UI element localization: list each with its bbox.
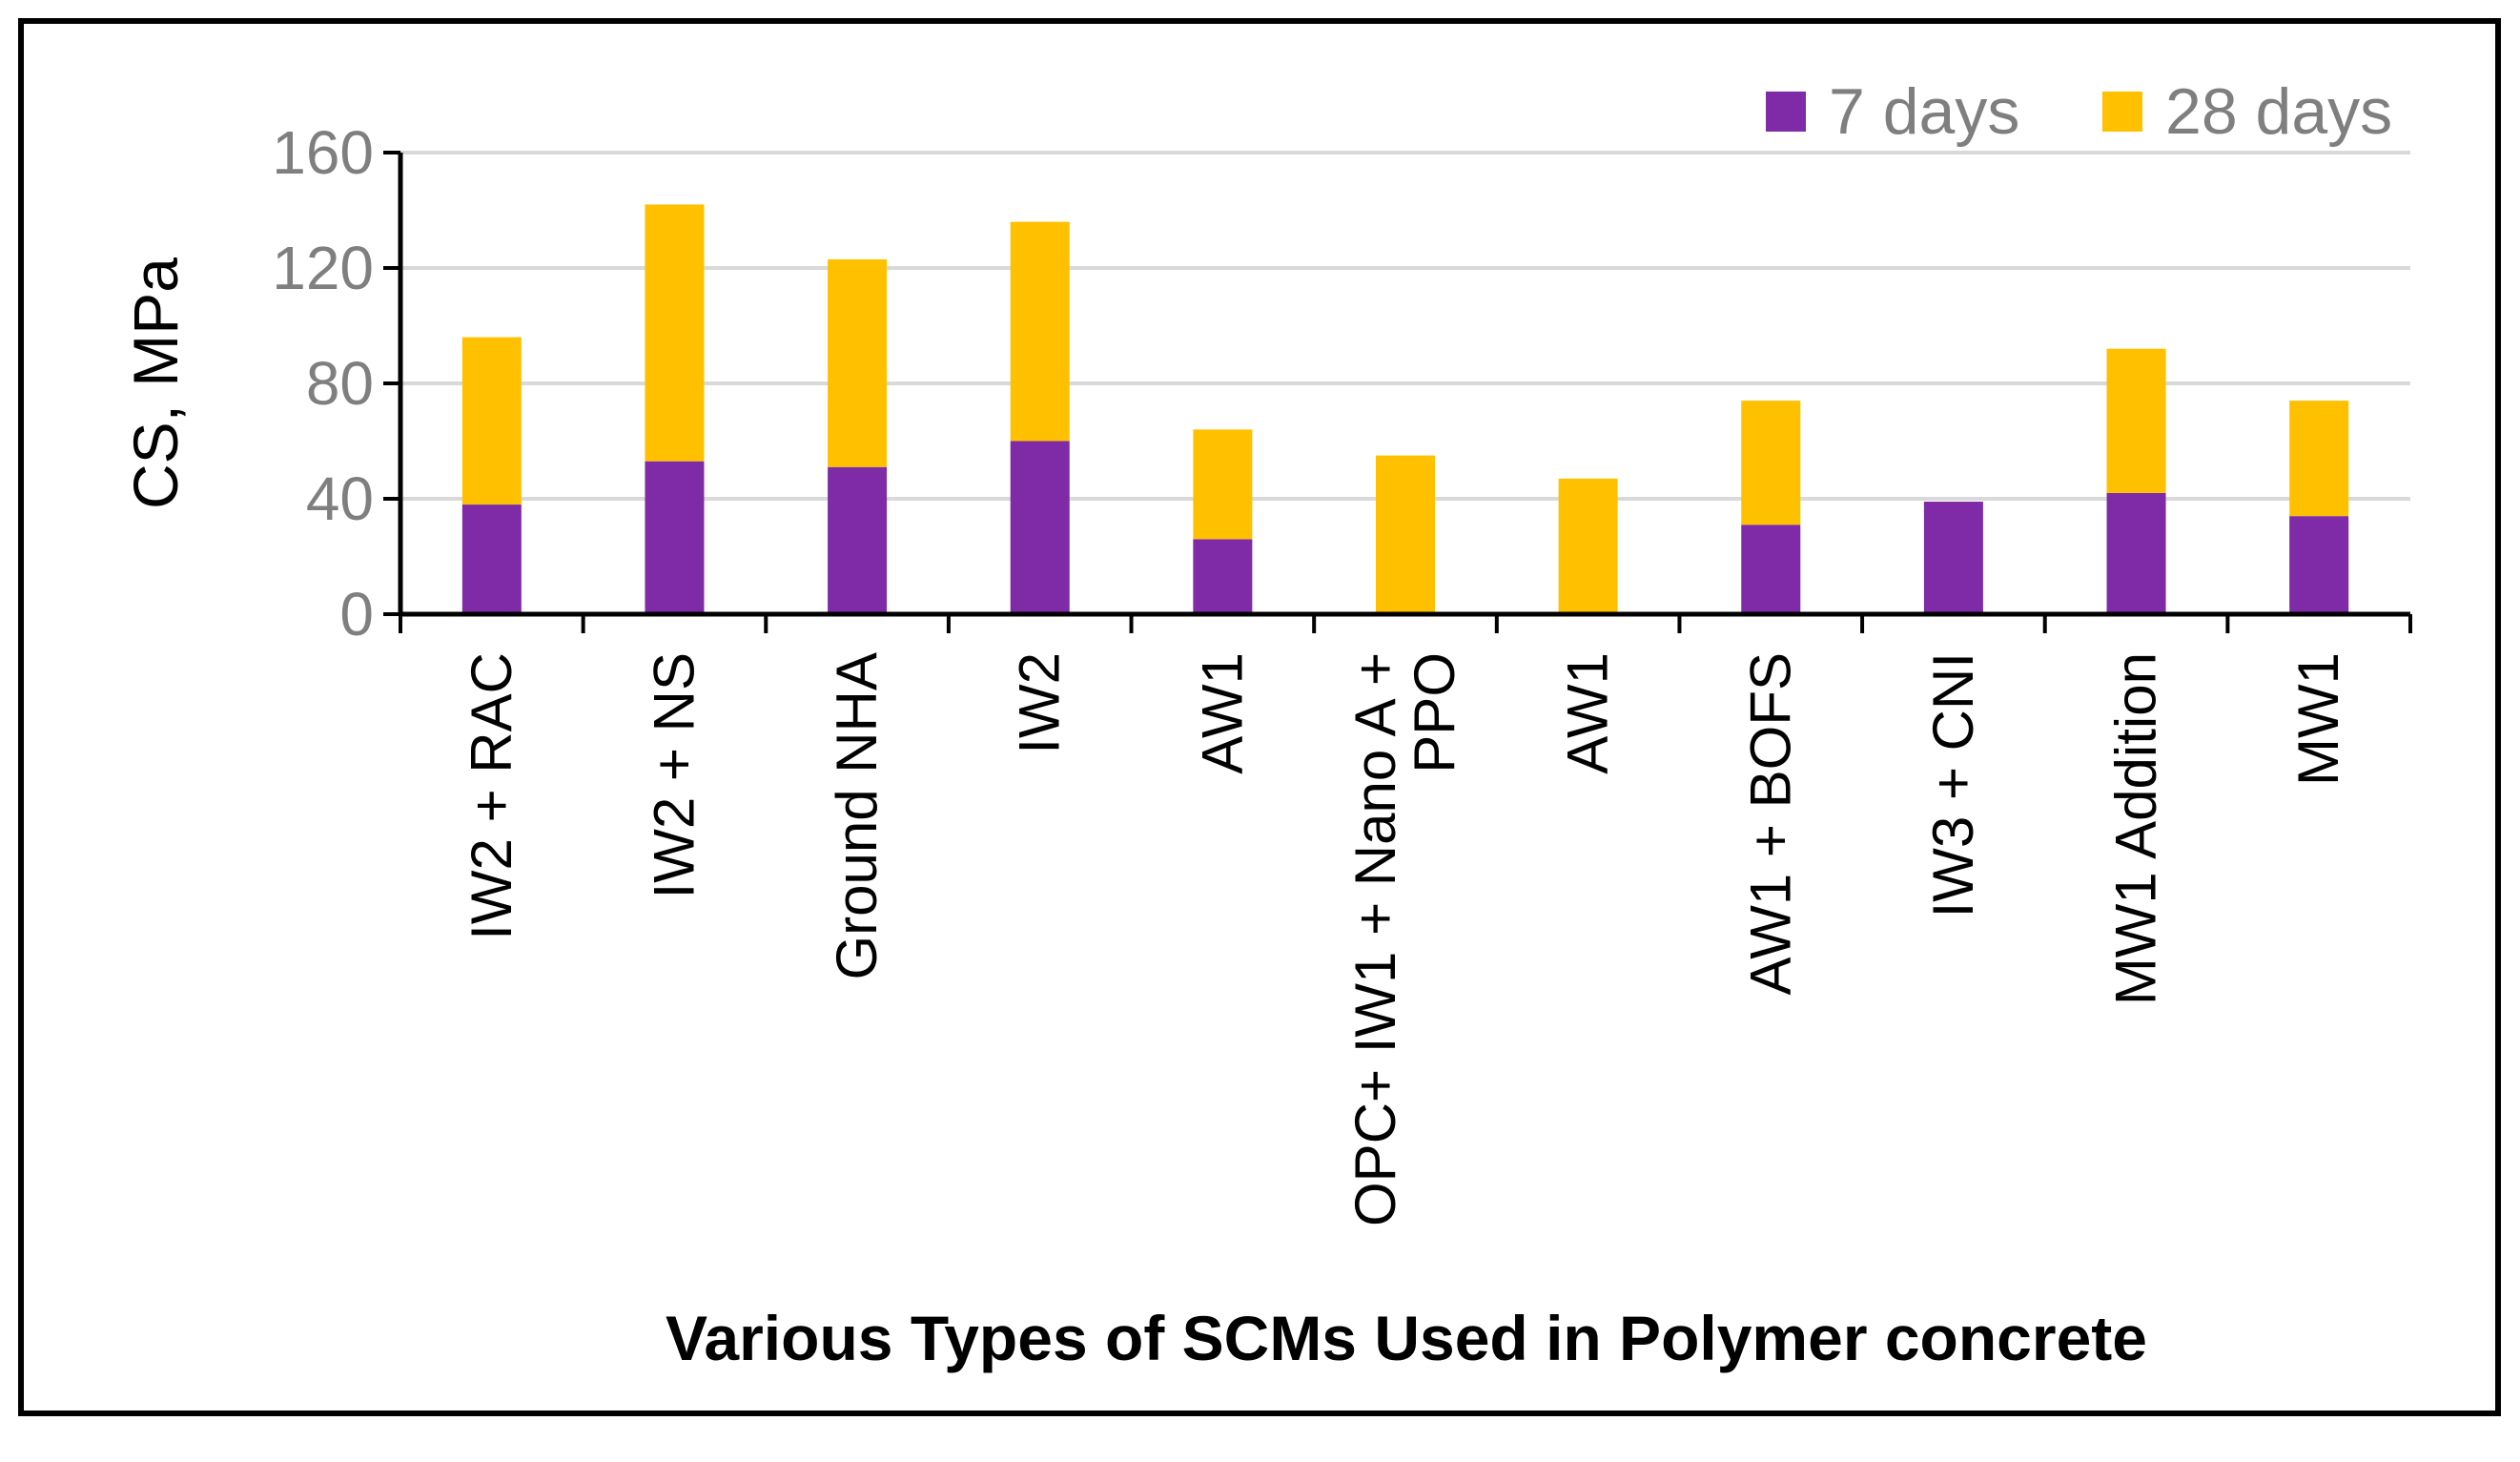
x-category-label: Ground NHA [825, 652, 889, 979]
bar-28-days [2289, 401, 2349, 517]
bar-7-days [2106, 492, 2166, 614]
x-category-label: AW1 + BOFS [1738, 652, 1802, 996]
y-tick-label: 160 [272, 118, 374, 187]
axes [383, 151, 2412, 633]
labels: 0 40 80 120 160 IW2 + RAC IW2 + NS Ground NHA IW… [120, 118, 2350, 1373]
bar-7-days [1010, 441, 1070, 614]
y-axis-title: CS, MPa [120, 257, 191, 509]
x-category-label: IW2 + RAC [460, 652, 523, 940]
bar-28-days [1193, 429, 1253, 540]
bar-28-days [461, 337, 522, 505]
bars [461, 204, 2349, 614]
x-category-label: MW1 [2286, 652, 2350, 786]
x-axis-title: Various Types of SCMs Used in Polymer co… [666, 1303, 2147, 1373]
bar-28-days [828, 258, 888, 467]
y-tick-label: 80 [306, 349, 374, 418]
y-tick-label: 120 [272, 234, 374, 302]
bar-28-days [1376, 455, 1435, 614]
x-category-label: OPC+ IW1 + Nano A + [1343, 652, 1407, 1226]
legend-swatch-7-days [1766, 92, 1806, 132]
y-tick-label: 40 [306, 464, 374, 533]
x-category-label: IW2 + NS [642, 652, 706, 898]
bar-28-days [645, 204, 705, 462]
x-category-label: IW3 + CNI [1921, 652, 1985, 917]
x-category-label: MW1 Addition [2104, 652, 2168, 1005]
y-tick-label: 0 [339, 580, 374, 649]
x-category-label: AW1 [1190, 652, 1254, 774]
legend-swatch-28-days [2102, 92, 2142, 132]
legend-label: 28 days [2165, 75, 2392, 148]
bar-28-days [1010, 221, 1070, 442]
bar-28-days [1741, 401, 1801, 525]
bar-7-days [828, 466, 888, 614]
bar-28-days [2106, 348, 2166, 493]
x-category-label: AW1 [1556, 652, 1620, 774]
bar-7-days [2289, 516, 2349, 614]
x-category-label: PPO [1403, 652, 1466, 773]
bar-7-days [1193, 539, 1253, 614]
chart-border [18, 18, 2501, 1416]
legend-label: 7 days [1829, 75, 2019, 148]
bar-28-days [1558, 478, 1618, 614]
bar-7-days [1923, 502, 1983, 614]
bar-7-days [461, 504, 522, 614]
x-category-label: IW2 [1008, 652, 1072, 754]
bar-7-days [1741, 525, 1801, 614]
bar-7-days [645, 461, 705, 614]
legend: 7 days 28 days [1766, 75, 2392, 148]
